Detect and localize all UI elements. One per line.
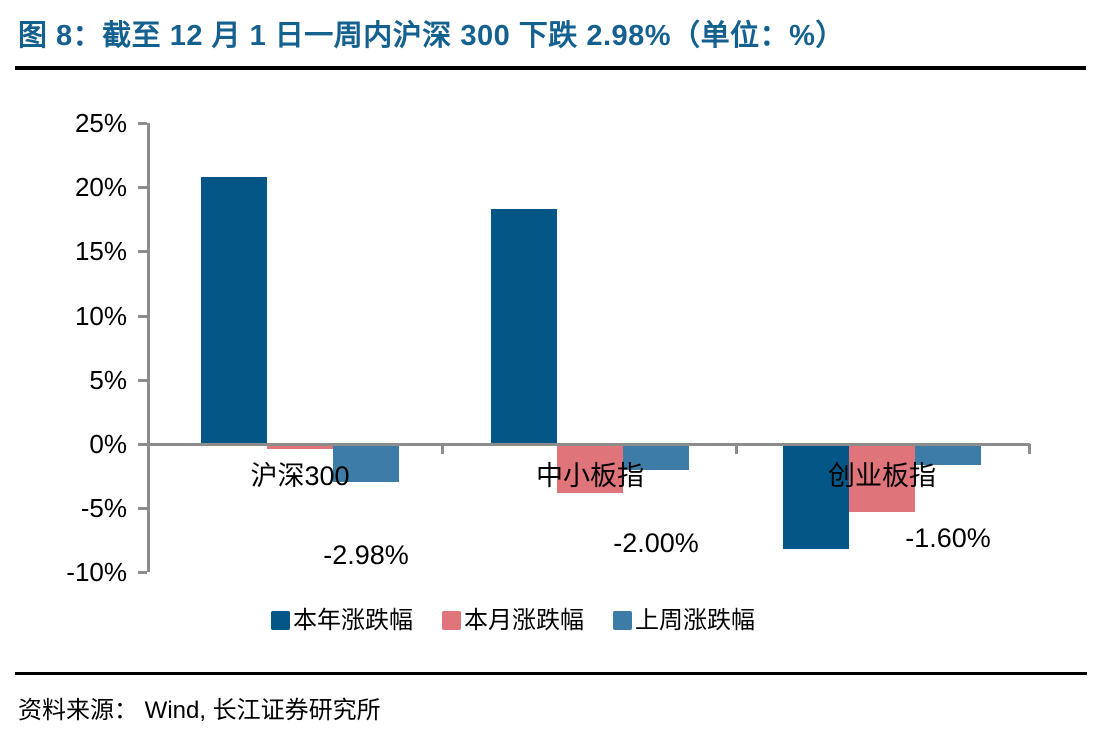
- chart-legend: 本年涨跌幅 本月涨跌幅 上周涨跌幅: [271, 607, 755, 634]
- y-axis-tick-label: 0%: [89, 429, 127, 459]
- legend-item-month: 本月涨跌幅: [442, 607, 584, 634]
- data-label-创业板指: -1.60%: [905, 522, 991, 553]
- data-label-中小板指: -2.00%: [613, 527, 699, 558]
- legend-label-month: 本月涨跌幅: [464, 607, 584, 634]
- bar-month-沪深300: [267, 444, 333, 450]
- y-axis-tick: [138, 250, 147, 254]
- bar-week-中小板指: [623, 444, 689, 470]
- category-label: 创业板指: [828, 461, 936, 491]
- y-axis-tick: [138, 186, 147, 190]
- legend-item-ytd: 本年涨跌幅: [271, 607, 413, 634]
- legend-swatch-month: [442, 611, 461, 630]
- category-label: 沪深300: [250, 461, 350, 491]
- legend-label-week: 上周涨跌幅: [635, 607, 755, 634]
- bar-week-沪深300: [333, 444, 399, 483]
- y-axis-tick: [138, 507, 147, 511]
- y-axis-tick-label: 25%: [74, 108, 127, 138]
- y-axis-tick: [138, 378, 147, 382]
- legend-label-ytd: 本年涨跌幅: [293, 607, 413, 634]
- y-axis-tick-label: 20%: [74, 172, 127, 203]
- legend-swatch-ytd: [271, 611, 290, 630]
- data-label-沪深300: -2.98%: [323, 540, 409, 571]
- bar-week-创业板指: [915, 444, 981, 465]
- x-axis-tick: [1028, 444, 1031, 454]
- bar-ytd-中小板指: [491, 209, 557, 444]
- x-axis-tick: [734, 444, 738, 454]
- legend-swatch-week: [613, 611, 632, 630]
- bar-ytd-沪深300: [201, 176, 267, 444]
- y-axis-tick: [138, 314, 147, 318]
- y-axis-tick: [138, 443, 147, 446]
- y-axis-tick-label: 5%: [89, 364, 127, 395]
- y-axis-tick-label: -5%: [80, 493, 127, 524]
- y-axis-tick-label: -10%: [66, 557, 127, 588]
- footer-divider-line: [15, 672, 1087, 675]
- title-divider-line: [15, 66, 1086, 70]
- y-axis-tick: [138, 571, 147, 575]
- legend-item-week: 上周涨跌幅: [613, 607, 755, 634]
- y-axis-tick-label: 10%: [74, 300, 127, 331]
- bar-ytd-创业板指: [783, 444, 849, 550]
- y-axis-line: [147, 123, 150, 572]
- category-label: 中小板指: [536, 461, 644, 491]
- y-axis-tick: [138, 122, 147, 125]
- x-axis-tick: [441, 444, 445, 454]
- y-axis-tick-label: 15%: [74, 236, 127, 267]
- data-source-text: 资料来源： Wind, 长江证券研究所: [18, 697, 381, 724]
- x-axis-line: [150, 443, 1030, 446]
- bar-month-创业板指: [849, 444, 915, 513]
- figure-title: 图 8：截至 12 月 1 日一周内沪深 300 下跌 2.98%（单位：%）: [18, 20, 845, 52]
- bar-month-中小板指: [557, 444, 623, 493]
